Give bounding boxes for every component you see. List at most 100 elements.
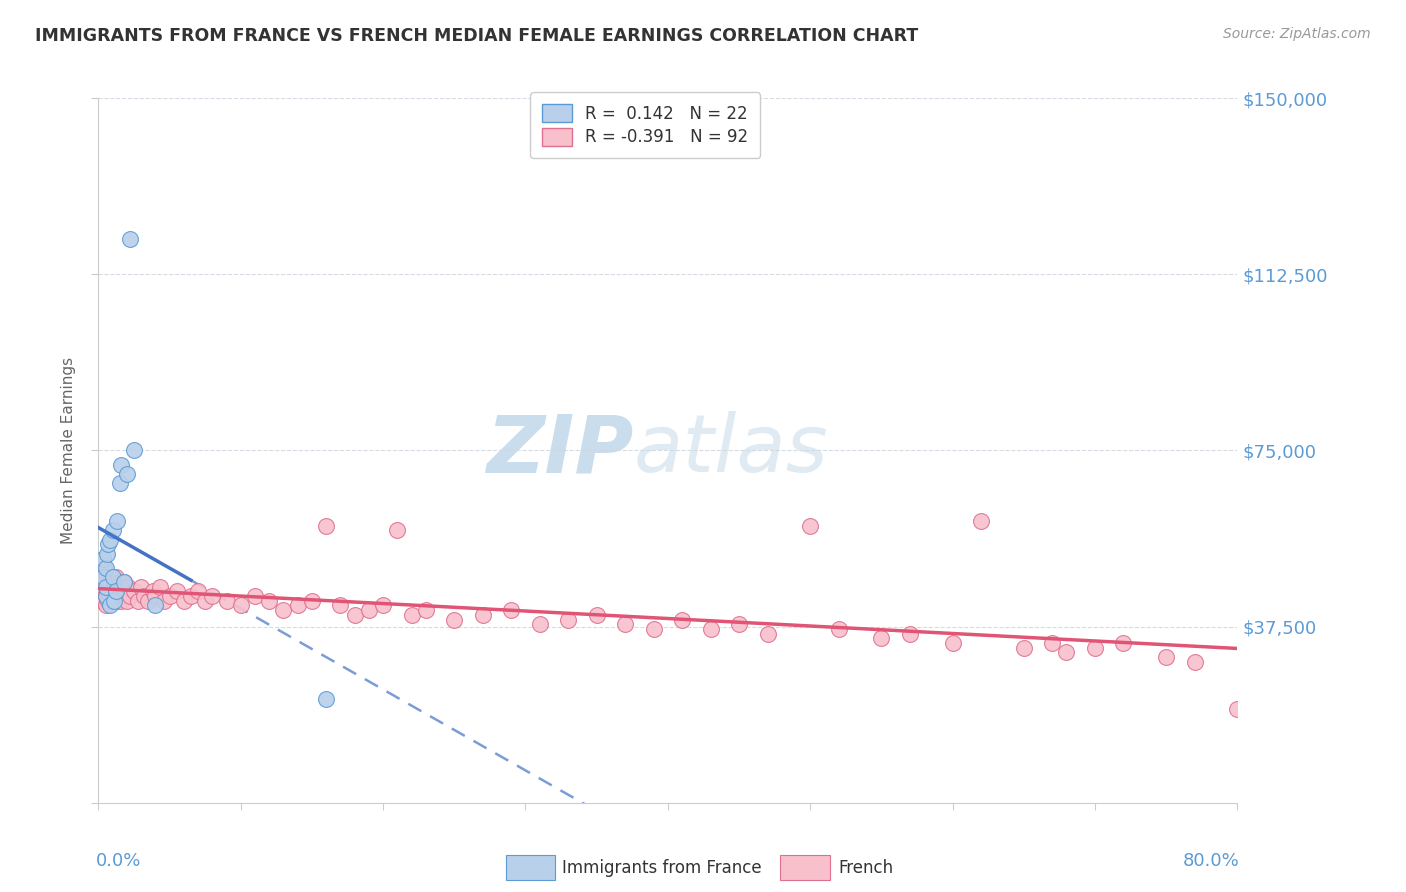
Point — [100, 570, 122, 584]
Point — [91, 570, 114, 584]
Point — [110, 594, 132, 608]
Point — [111, 589, 134, 603]
Point — [115, 594, 138, 608]
Point — [471, 607, 494, 622]
Point — [215, 594, 238, 608]
Point — [91, 551, 114, 566]
Point — [122, 584, 145, 599]
Y-axis label: Median Female Earnings: Median Female Earnings — [60, 357, 76, 544]
Point — [108, 476, 131, 491]
Point — [329, 599, 352, 613]
Point — [145, 589, 167, 603]
Point — [898, 626, 921, 640]
Point — [1040, 636, 1063, 650]
Point — [153, 594, 176, 608]
Point — [401, 607, 423, 622]
Point — [136, 594, 159, 608]
Point — [93, 580, 115, 594]
Point — [91, 594, 114, 608]
Point — [557, 613, 579, 627]
Point — [187, 584, 209, 599]
Point — [870, 632, 893, 646]
Point — [145, 599, 167, 613]
Point — [117, 580, 139, 594]
Point — [96, 570, 118, 584]
Point — [970, 514, 993, 528]
Point — [101, 580, 124, 594]
Point — [97, 580, 120, 594]
Point — [91, 570, 114, 584]
Point — [118, 589, 141, 603]
Point — [1112, 636, 1135, 650]
Point — [94, 580, 117, 594]
Point — [101, 524, 124, 538]
Point — [90, 584, 112, 599]
Point — [443, 613, 465, 627]
Point — [104, 570, 127, 584]
Point — [828, 622, 851, 636]
Point — [96, 547, 118, 561]
Point — [149, 580, 172, 594]
Text: IMMIGRANTS FROM FRANCE VS FRENCH MEDIAN FEMALE EARNINGS CORRELATION CHART: IMMIGRANTS FROM FRANCE VS FRENCH MEDIAN … — [35, 27, 918, 45]
Point — [501, 603, 523, 617]
Point — [671, 613, 693, 627]
Point — [614, 617, 637, 632]
Point — [100, 584, 122, 599]
Point — [93, 561, 115, 575]
Text: atlas: atlas — [634, 411, 828, 490]
Point — [96, 584, 118, 599]
Point — [1084, 640, 1107, 655]
Point — [585, 607, 607, 622]
Point — [1154, 650, 1177, 665]
Point — [94, 561, 117, 575]
Point — [643, 622, 665, 636]
Text: French: French — [838, 859, 893, 877]
Point — [108, 574, 131, 589]
Point — [98, 574, 121, 589]
Point — [94, 574, 117, 589]
Point — [1184, 655, 1206, 669]
Point — [1012, 640, 1035, 655]
Point — [105, 594, 128, 608]
Point — [1056, 645, 1078, 659]
Text: Immigrants from France: Immigrants from France — [562, 859, 762, 877]
Point — [173, 594, 195, 608]
Point — [98, 589, 121, 603]
Text: 80.0%: 80.0% — [1182, 852, 1240, 870]
Text: Source: ZipAtlas.com: Source: ZipAtlas.com — [1223, 27, 1371, 41]
Point — [699, 622, 721, 636]
Point — [141, 584, 163, 599]
Point — [243, 589, 266, 603]
Point — [259, 594, 281, 608]
Point — [103, 589, 125, 603]
Point — [129, 580, 152, 594]
Point — [105, 514, 128, 528]
Point — [273, 603, 295, 617]
Point — [94, 599, 117, 613]
Point — [756, 626, 779, 640]
Point — [110, 458, 132, 472]
Point — [97, 537, 120, 551]
Point — [194, 594, 217, 608]
Point — [105, 580, 128, 594]
Point — [415, 603, 437, 617]
Point — [114, 584, 136, 599]
Point — [112, 574, 135, 589]
Point — [343, 607, 366, 622]
Point — [301, 594, 323, 608]
Point — [110, 580, 132, 594]
Point — [112, 574, 135, 589]
Point — [98, 599, 121, 613]
Point — [357, 603, 380, 617]
Point — [942, 636, 965, 650]
Point — [122, 443, 145, 458]
Point — [98, 533, 121, 547]
Text: ZIP: ZIP — [486, 411, 634, 490]
Point — [166, 584, 188, 599]
Point — [529, 617, 551, 632]
Point — [103, 594, 125, 608]
Point — [94, 589, 117, 603]
Point — [159, 589, 181, 603]
Point — [97, 594, 120, 608]
Point — [101, 570, 124, 584]
